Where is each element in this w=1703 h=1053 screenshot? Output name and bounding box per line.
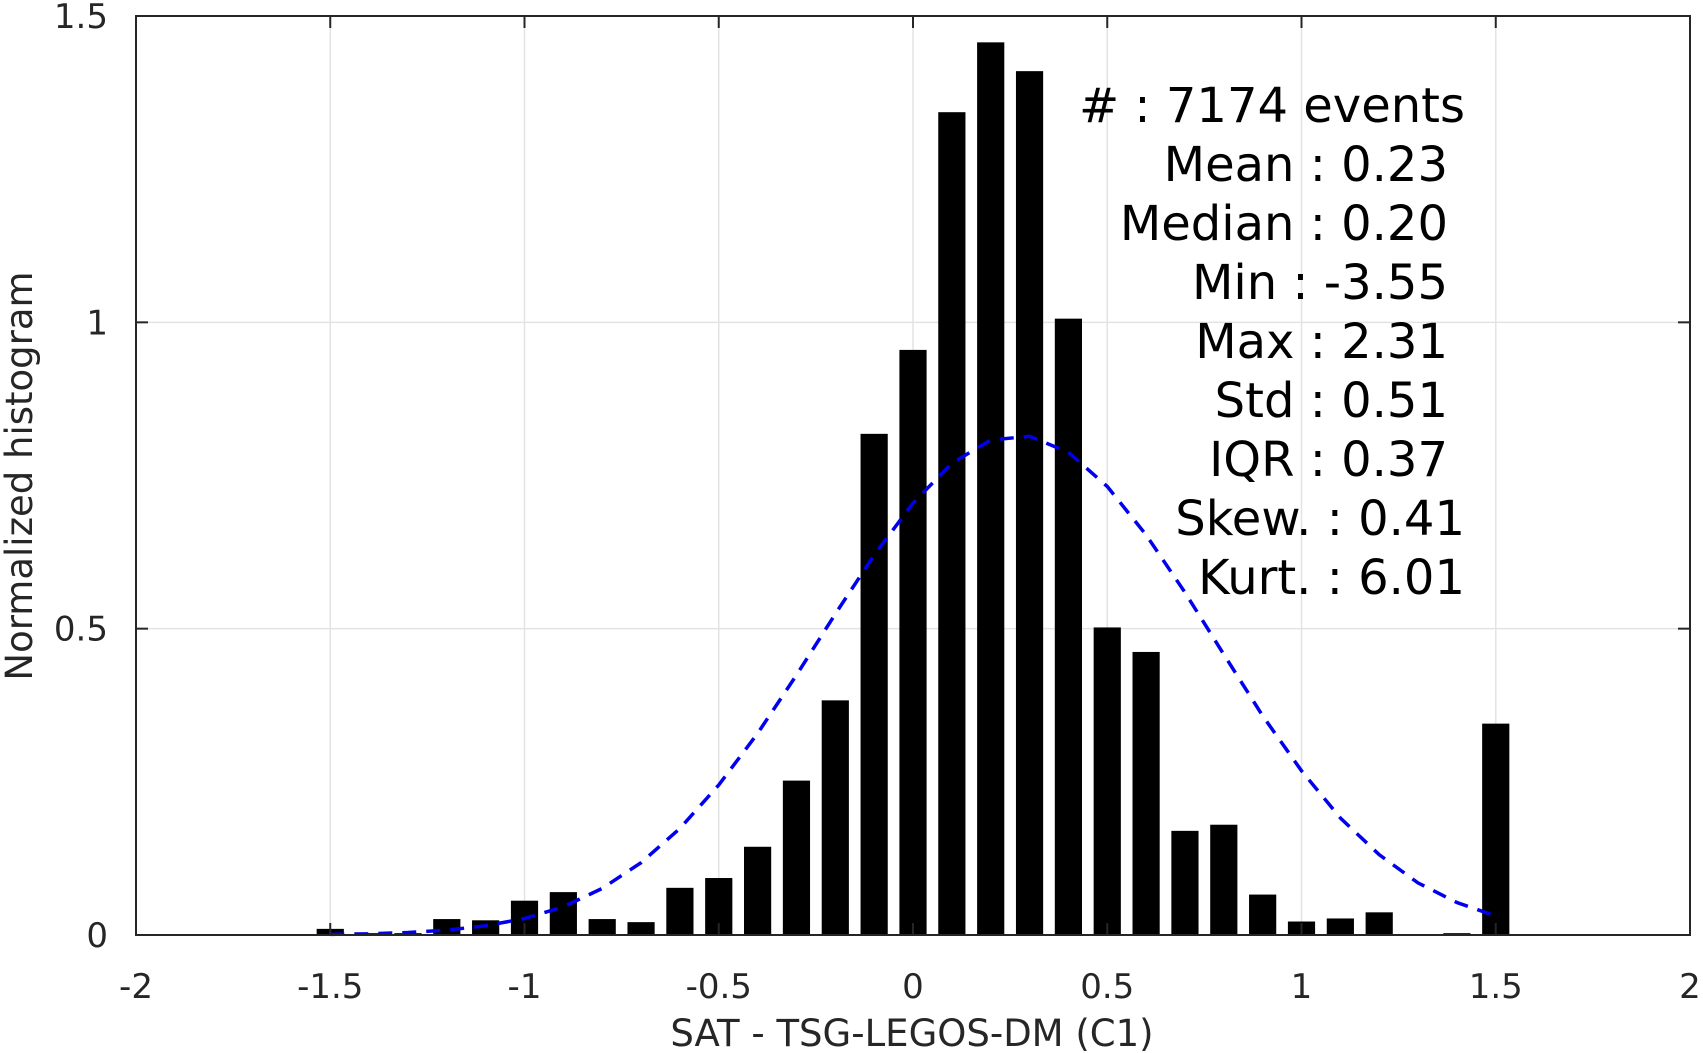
x-tick-label: 1 <box>1291 967 1313 1007</box>
histogram-bar <box>1365 912 1393 935</box>
histogram-bar <box>899 349 927 935</box>
histogram-bar <box>1326 918 1354 935</box>
stat-separator: : <box>1311 491 1358 547</box>
stat-label: Mean <box>1164 137 1295 193</box>
stat-line: Median : 0.20 <box>1120 196 1448 252</box>
stat-separator: : <box>1119 78 1166 134</box>
stat-line: IQR : 0.37 <box>1209 432 1448 488</box>
x-tick-label: -1 <box>508 967 542 1007</box>
stat-line: Skew. : 0.41 <box>1175 491 1465 547</box>
x-tick-label: 2 <box>1679 967 1701 1007</box>
stat-separator: : <box>1294 137 1341 193</box>
histogram-bar <box>1249 894 1277 935</box>
stat-label: Kurt. <box>1198 550 1311 606</box>
x-tick-label: -0.5 <box>686 967 752 1007</box>
histogram-bar <box>1093 627 1121 935</box>
gaussian-fit-curve <box>330 434 1497 937</box>
fit-curve-layer <box>330 434 1497 937</box>
x-tick-label: 1.5 <box>1469 967 1523 1007</box>
stat-label: Min <box>1192 255 1277 311</box>
x-tick-label: 0 <box>902 967 924 1007</box>
histogram-bar <box>1171 830 1199 935</box>
histogram-bar <box>938 112 966 936</box>
stat-value: 0.51 <box>1341 373 1448 429</box>
histogram-bar <box>860 433 888 935</box>
stat-separator: : <box>1294 432 1341 488</box>
histogram-bar <box>666 887 694 935</box>
histogram-bar <box>1015 71 1044 935</box>
stat-label: # <box>1079 78 1119 134</box>
histogram-bar <box>1054 318 1082 935</box>
stat-separator: : <box>1277 255 1324 311</box>
y-tick-label: 0 <box>86 916 108 956</box>
histogram-bar <box>433 919 461 935</box>
stat-separator: : <box>1294 373 1341 429</box>
stat-value: 6.01 <box>1358 550 1465 606</box>
stat-line: Mean : 0.23 <box>1164 137 1448 193</box>
histogram-bar <box>821 700 849 935</box>
stat-line: Max : 2.31 <box>1195 314 1448 370</box>
x-tick-label: 0.5 <box>1080 967 1134 1007</box>
stat-value: -3.55 <box>1324 255 1448 311</box>
stat-label: Median <box>1120 196 1295 252</box>
x-axis-label: SAT - TSG-LEGOS-DM (C1) <box>670 1012 1153 1053</box>
stat-value: 0.20 <box>1341 196 1448 252</box>
histogram-bar <box>627 922 655 935</box>
stat-label: Skew. <box>1175 491 1311 547</box>
stat-value: 0.41 <box>1358 491 1465 547</box>
stat-label: IQR <box>1209 432 1294 488</box>
stat-separator: : <box>1294 196 1341 252</box>
stat-line: Kurt. : 6.01 <box>1198 550 1465 606</box>
stat-value: 0.23 <box>1341 137 1448 193</box>
y-axis-label: Normalized histogram <box>0 271 41 680</box>
histogram-bar <box>1132 651 1160 935</box>
stat-separator: : <box>1311 550 1358 606</box>
x-tick-label: -2 <box>119 967 153 1007</box>
histogram-bar <box>1482 723 1510 935</box>
histogram-bar <box>1210 824 1238 935</box>
histogram-bar <box>977 42 1005 935</box>
y-tick-label: 1.5 <box>54 0 108 37</box>
stat-value: 7174 events <box>1166 78 1465 134</box>
y-tick-label: 0.5 <box>54 610 108 650</box>
histogram-bar <box>782 780 811 935</box>
y-tick-label: 1 <box>86 303 108 343</box>
histogram-bars <box>316 42 1510 936</box>
stat-label: Std <box>1215 373 1295 429</box>
histogram-bar <box>472 920 500 935</box>
histogram-bar <box>744 846 772 935</box>
x-tick-label: -1.5 <box>297 967 363 1007</box>
histogram-bar <box>549 892 577 935</box>
axes <box>135 15 1691 936</box>
tick-labels: -2 -1.5 -1 -0.5 0 0.5 1 1.5 200.511.5 <box>54 0 1701 1007</box>
stat-line: Min : -3.55 <box>1192 255 1448 311</box>
stat-value: 2.31 <box>1341 314 1448 370</box>
stat-label: Max <box>1195 314 1294 370</box>
stat-line: Std : 0.51 <box>1215 373 1448 429</box>
stat-line: # : 7174 events <box>1079 78 1465 134</box>
stat-separator: : <box>1294 314 1341 370</box>
histogram-bar <box>588 919 616 935</box>
stat-value: 0.37 <box>1341 432 1448 488</box>
